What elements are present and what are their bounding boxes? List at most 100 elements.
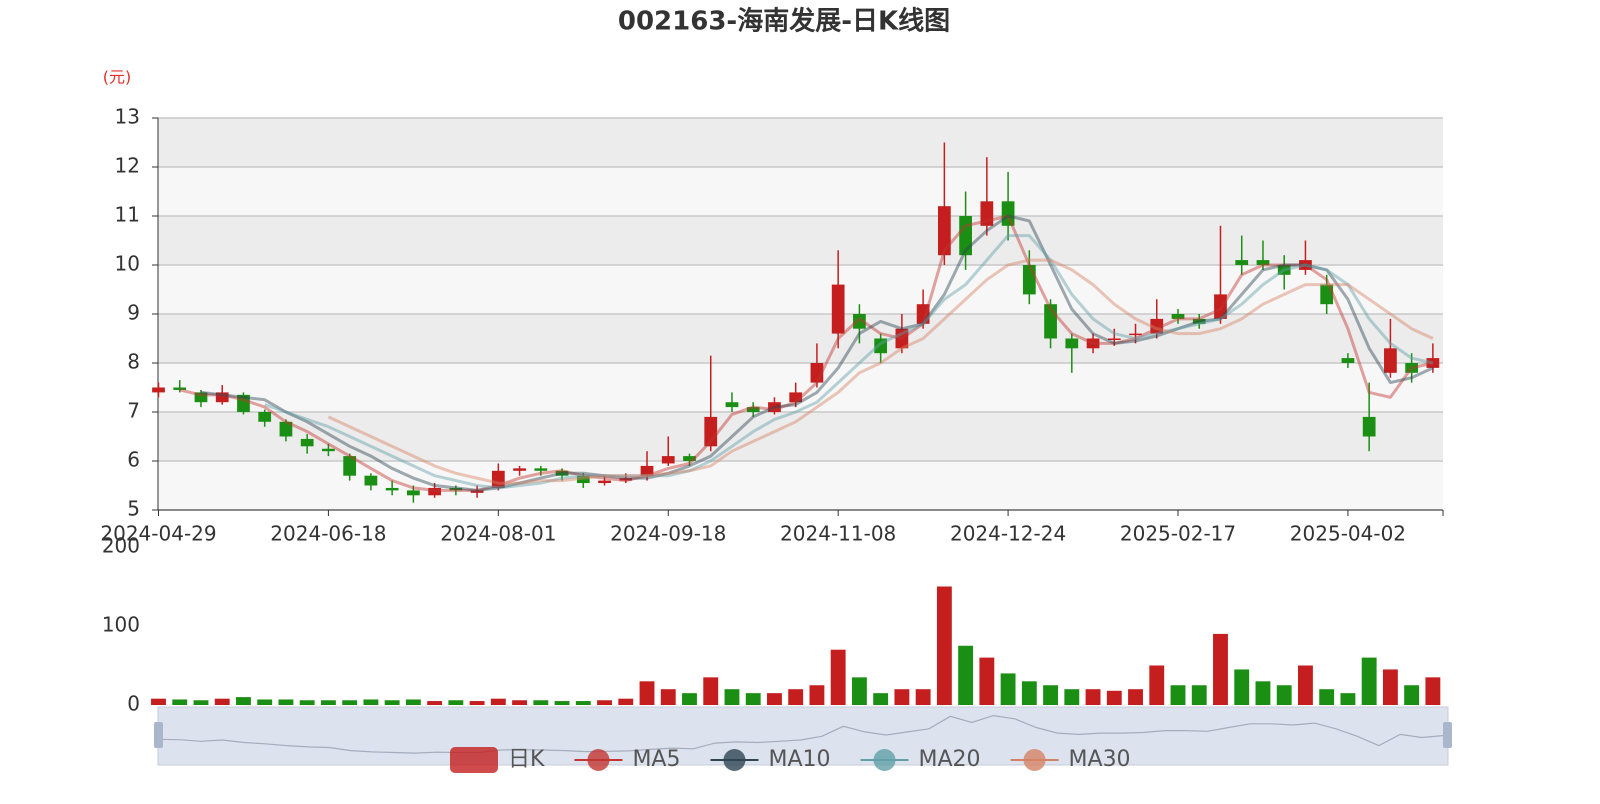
legend-label: MA20 <box>919 747 981 772</box>
volume-tick-label: 200 <box>102 534 140 558</box>
volume-bar <box>1000 673 1016 705</box>
legend-label: MA5 <box>632 747 680 772</box>
candle-body <box>640 465 654 476</box>
y-tick-label: 13 <box>115 105 140 129</box>
volume-bar <box>214 698 230 705</box>
y-tick-label: 9 <box>127 301 140 325</box>
volume-bar <box>575 701 591 705</box>
volume-bar <box>660 689 676 705</box>
candle-body <box>1107 338 1121 340</box>
x-tick-label: 2024-09-18 <box>610 522 726 546</box>
candle-body <box>576 475 590 484</box>
candle-body <box>449 487 463 491</box>
candle-body <box>704 416 718 447</box>
split-area <box>158 167 1443 216</box>
volume-bar <box>1106 690 1122 705</box>
x-tick-label: 2024-12-24 <box>950 522 1066 546</box>
legend-icon <box>873 749 896 771</box>
volume-bar <box>851 677 867 705</box>
candle-body <box>300 438 314 447</box>
volume-bar <box>1085 689 1101 705</box>
x-tick-label: 2024-08-01 <box>440 522 556 546</box>
volume-bar <box>830 649 846 705</box>
split-area <box>158 363 1443 412</box>
y-tick-label: 6 <box>127 448 140 472</box>
volume-bar <box>405 699 421 705</box>
candle-body <box>364 475 378 486</box>
legend-icon <box>723 749 746 771</box>
volume-bar <box>1382 669 1398 705</box>
candle-body <box>1065 338 1079 349</box>
y-tick-label: 10 <box>115 252 140 276</box>
x-tick-label: 2025-04-02 <box>1290 522 1406 546</box>
y-tick-label: 8 <box>127 350 140 374</box>
y-tick-label: 11 <box>115 203 140 227</box>
candle-body <box>959 216 972 256</box>
x-tick-label: 2025-02-17 <box>1120 522 1236 546</box>
zoom-handle-right[interactable] <box>1443 722 1452 748</box>
volume-bar <box>278 699 294 705</box>
volume-bar <box>1128 689 1143 705</box>
zoom-slider[interactable] <box>157 706 1449 766</box>
legend-item[interactable]: MA20 <box>860 747 981 772</box>
candle-body <box>194 392 208 403</box>
volume-bar <box>151 698 166 705</box>
candle-body <box>831 284 845 334</box>
volume-bar <box>427 701 443 705</box>
candle-body <box>916 304 930 324</box>
volume-bar <box>172 699 188 705</box>
volume-bar <box>767 693 782 705</box>
split-area <box>158 265 1443 314</box>
candle-body <box>555 470 569 476</box>
volume-bar <box>682 693 697 705</box>
candle-body <box>1129 333 1142 336</box>
volume-bar <box>320 700 336 705</box>
volume-bar <box>299 700 315 705</box>
slider-shadow <box>157 714 1444 754</box>
candle-body <box>491 470 505 488</box>
legend-item[interactable]: MA5 <box>574 747 680 772</box>
volume-bar <box>490 698 506 705</box>
candle-body <box>789 392 803 403</box>
candle-body <box>1426 358 1440 368</box>
legend-label: MA30 <box>1069 747 1131 772</box>
candle-body <box>513 468 526 471</box>
volume-bar <box>958 645 974 705</box>
volume-tick-label: 0 <box>127 692 140 716</box>
candle-body <box>1256 260 1270 265</box>
candle-body <box>853 314 866 329</box>
candle-body <box>725 402 739 408</box>
volume-bar <box>1021 681 1037 705</box>
volume-bar <box>788 689 804 705</box>
split-area <box>158 216 1443 265</box>
candle-body <box>895 328 909 349</box>
legend-label: 日K <box>508 747 545 772</box>
candle-body <box>1320 284 1334 305</box>
volume-bar <box>448 700 464 705</box>
volume-bar <box>703 677 719 705</box>
zoom-handle-left[interactable] <box>154 722 163 748</box>
volume-bar <box>936 586 952 705</box>
legend-item[interactable]: MA30 <box>1010 747 1131 772</box>
candle-body <box>215 392 229 403</box>
candle-body <box>619 478 633 481</box>
volume-bar <box>236 697 251 705</box>
legend-item[interactable]: MA10 <box>710 747 831 772</box>
volume-bar <box>363 699 379 705</box>
candle-body <box>810 363 824 383</box>
candle-body <box>1150 318 1164 334</box>
volume-bar <box>1064 689 1080 705</box>
volume-bar <box>809 685 825 705</box>
candle-body <box>322 448 335 452</box>
y-axis-label: (元) <box>103 68 132 87</box>
legend-item[interactable]: 日K <box>450 747 545 773</box>
candle-body <box>385 487 399 491</box>
volume-bar <box>1213 633 1228 705</box>
volume-bar <box>1361 657 1377 705</box>
volume-bar <box>618 698 634 705</box>
volume-bar <box>533 700 549 705</box>
candle-body <box>1299 260 1312 270</box>
volume-bar <box>1149 665 1165 705</box>
volume-bar <box>469 701 485 705</box>
